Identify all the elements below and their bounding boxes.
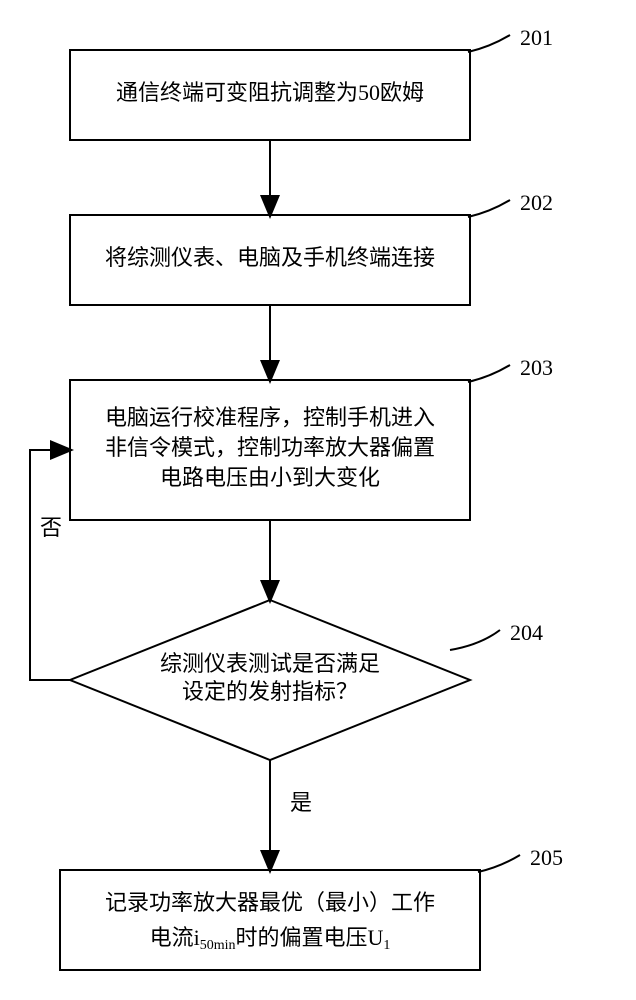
edge-label: 是 (290, 790, 312, 815)
ref-leader (468, 365, 510, 382)
process-box (60, 870, 480, 970)
decision-text: 综测仪表测试是否满足 (160, 651, 380, 676)
process-text: 记录功率放大器最优（最小）工作 (105, 890, 435, 915)
ref-number: 202 (520, 190, 553, 215)
ref-leader (478, 855, 520, 872)
loop-arrow (30, 450, 70, 680)
decision-text: 设定的发射指标？ (182, 679, 358, 704)
ref-number: 201 (520, 25, 553, 50)
process-text: 电脑运行校准程序，控制手机进入 (105, 405, 435, 430)
process-text: 电流i50min时的偏置电压U1 (150, 925, 391, 953)
ref-leader (468, 35, 510, 52)
ref-leader (450, 630, 500, 650)
process-text: 电路电压由小到大变化 (160, 465, 380, 490)
edge-label: 否 (40, 515, 62, 540)
process-text: 将综测仪表、电脑及手机终端连接 (105, 245, 435, 270)
ref-leader (468, 200, 510, 217)
process-text: 通信终端可变阻抗调整为50欧姆 (116, 80, 424, 105)
ref-number: 205 (530, 845, 563, 870)
ref-number: 203 (520, 355, 553, 380)
ref-number: 204 (510, 620, 543, 645)
process-text: 非信令模式，控制功率放大器偏置 (105, 435, 435, 460)
